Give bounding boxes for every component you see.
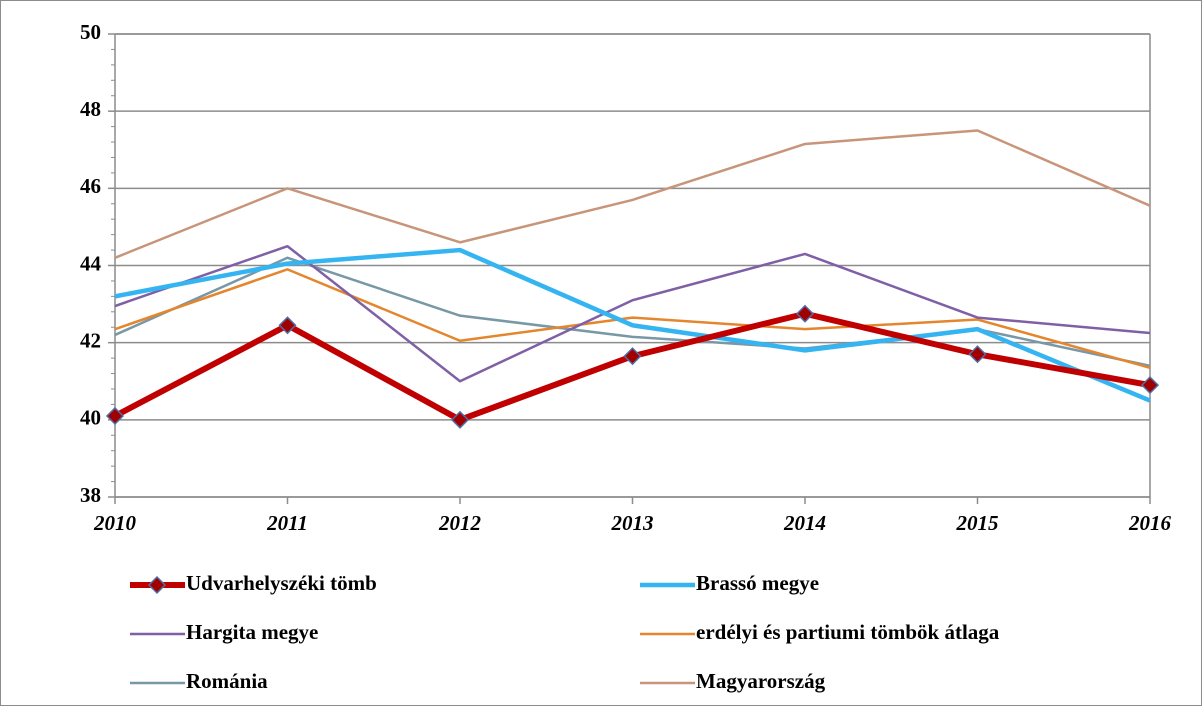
legend-label: Hargita megye <box>186 620 318 644</box>
y-tick-label: 48 <box>80 97 101 121</box>
x-tick-label: 2010 <box>93 511 137 535</box>
series-line <box>114 129 1151 259</box>
data-marker <box>278 316 297 335</box>
data-marker <box>795 304 815 323</box>
data-marker <box>450 410 470 429</box>
series-line <box>114 247 1151 403</box>
legend-marker <box>147 575 167 595</box>
legend-label: Udvarhelyszéki tömb <box>186 571 377 595</box>
x-tick-label: 2015 <box>956 511 999 535</box>
data-marker <box>968 345 987 364</box>
series-line <box>114 268 1151 369</box>
legend-label: Brassó megye <box>696 571 819 595</box>
x-tick-label: 2016 <box>1128 511 1172 535</box>
data-marker <box>623 347 642 366</box>
x-tick-label: 2014 <box>783 511 826 535</box>
y-tick-label: 38 <box>80 483 101 507</box>
x-tick-label: 2012 <box>438 511 482 535</box>
y-tick-label: 40 <box>80 406 101 430</box>
data-marker <box>105 406 125 426</box>
y-tick-label: 42 <box>80 328 101 352</box>
x-tick-label: 2011 <box>266 511 308 535</box>
legend-label: Magyarország <box>696 669 826 693</box>
y-tick-label: 44 <box>80 251 102 275</box>
series-line <box>114 244 1151 383</box>
legend-label: erdélyi és partiumi tömbök átlaga <box>696 620 1000 644</box>
x-tick-label: 2013 <box>611 511 654 535</box>
legend-label: Románia <box>186 669 268 693</box>
data-marker <box>1140 376 1160 395</box>
y-tick-label: 50 <box>80 20 101 44</box>
y-tick-label: 46 <box>80 174 101 198</box>
